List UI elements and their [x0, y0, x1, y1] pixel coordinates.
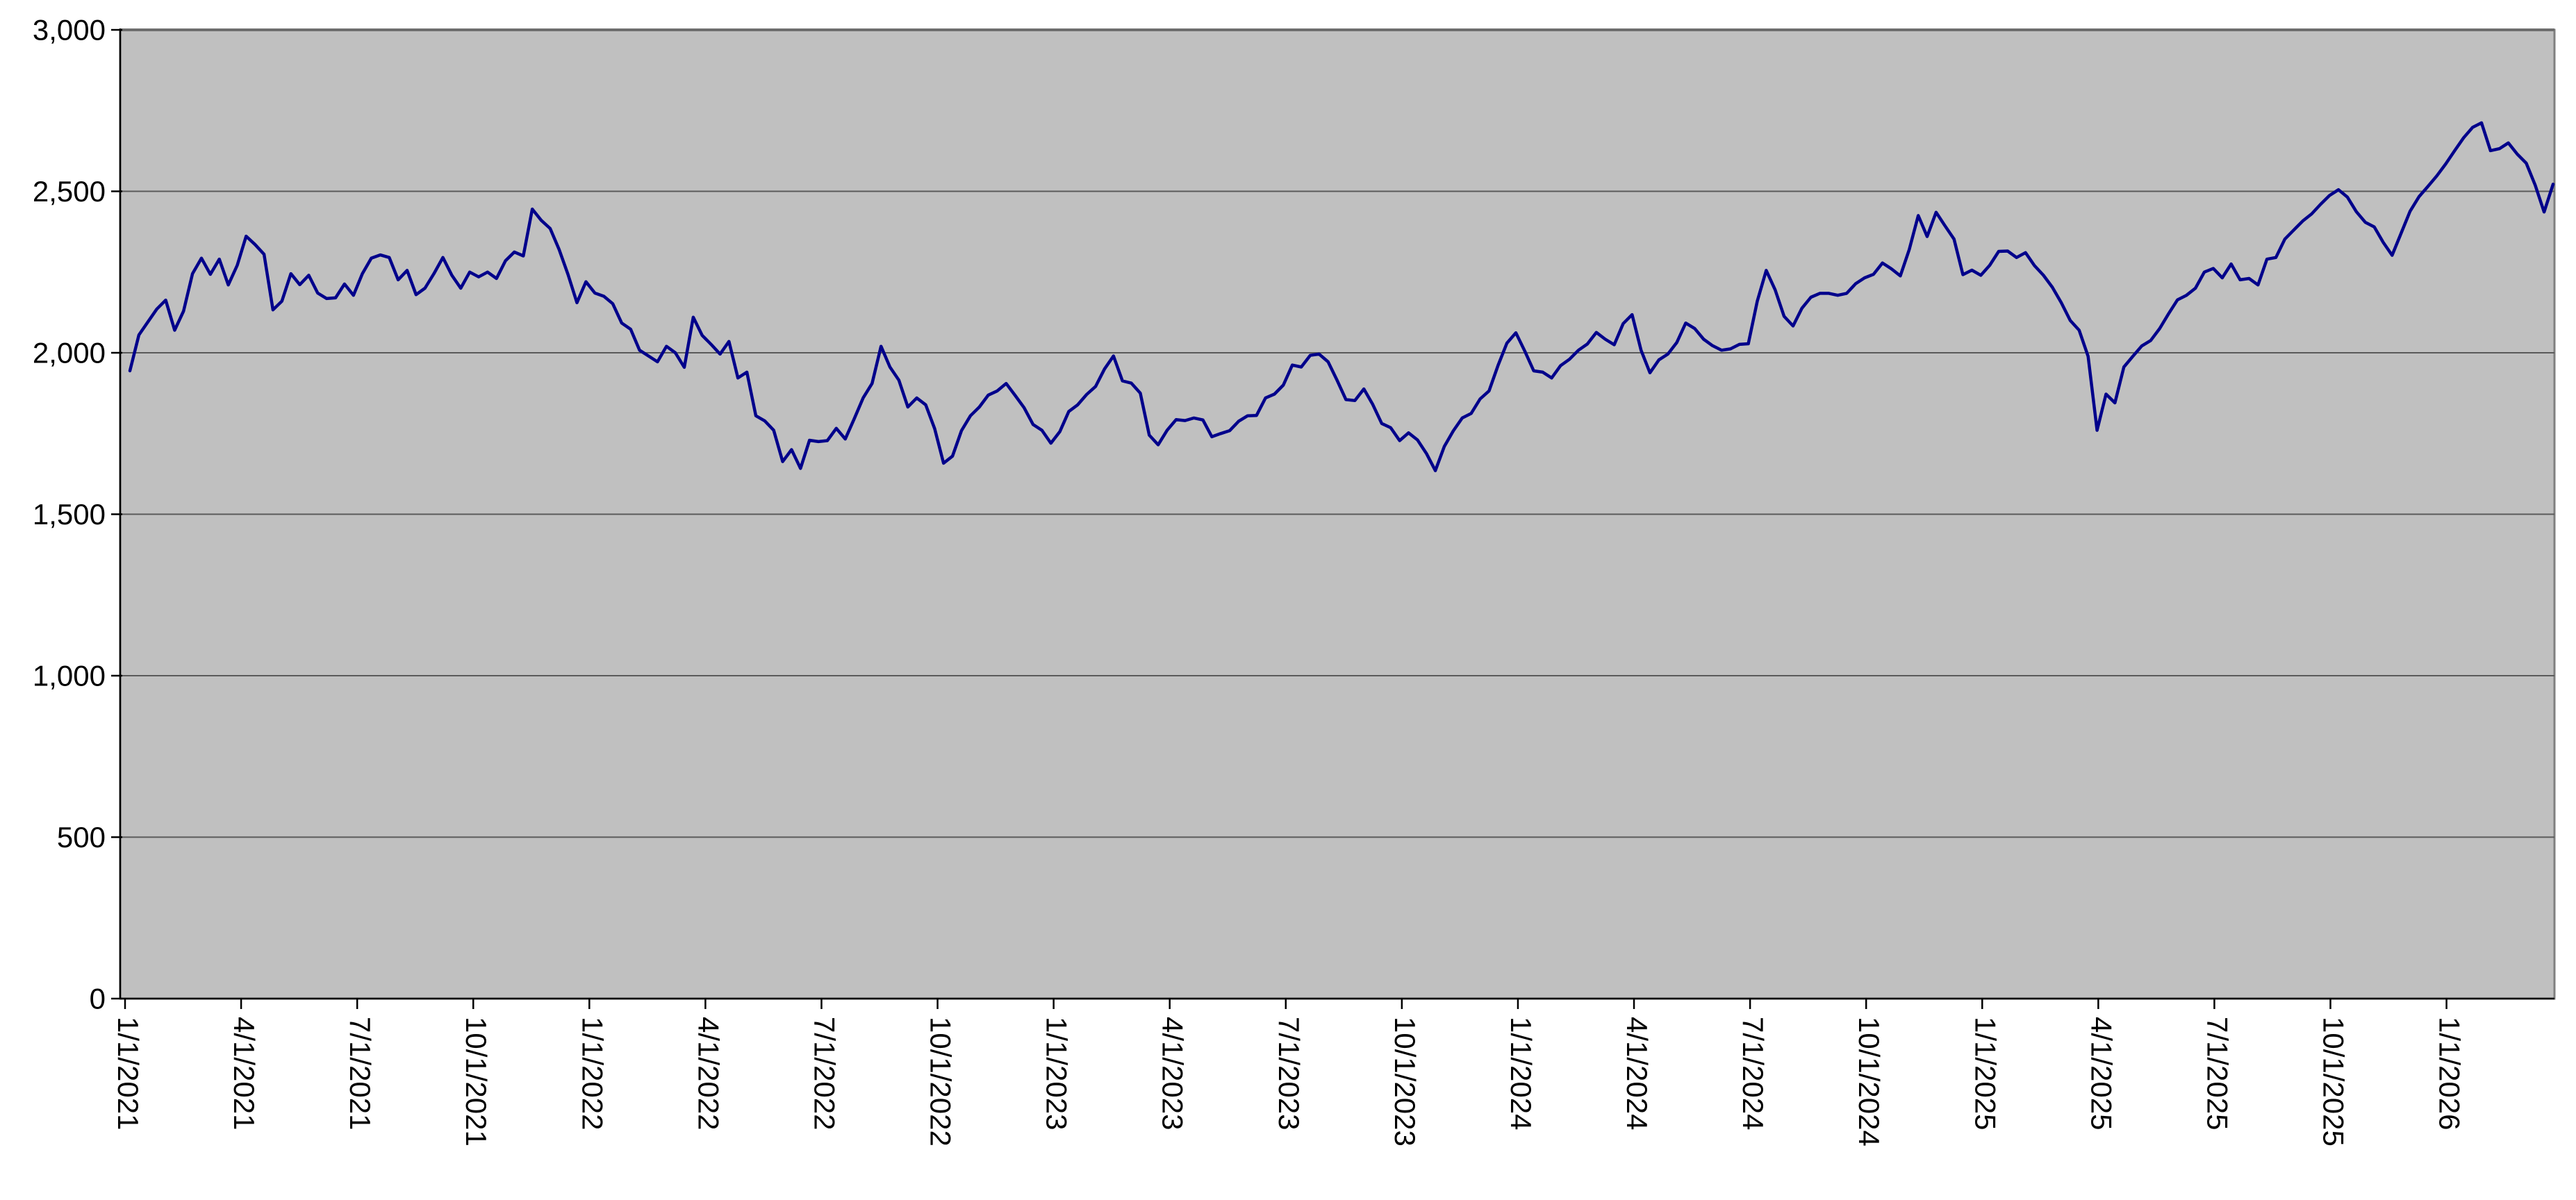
price-line: [128, 121, 2555, 472]
y-axis-label: 1,000: [33, 660, 106, 692]
y-axis-label: 500: [57, 821, 106, 853]
x-axis-label: 1/1/2023: [1041, 1017, 1073, 1131]
x-axis-label: 1/1/2026: [2434, 1017, 2466, 1131]
x-axis-label: 10/1/2022: [925, 1017, 957, 1147]
y-axis-label: 1,500: [33, 498, 106, 531]
x-axis-label: 4/1/2025: [2085, 1017, 2117, 1131]
y-axis-label: 0: [90, 983, 106, 1015]
x-axis-label: 4/1/2023: [1157, 1017, 1189, 1131]
x-axis-label: 1/1/2024: [1505, 1017, 1537, 1131]
y-axis-label: 2,000: [33, 337, 106, 369]
x-axis-label: 7/1/2025: [2201, 1017, 2234, 1131]
x-axis-label: 7/1/2024: [1737, 1017, 1769, 1131]
x-axis-label: 4/1/2021: [228, 1017, 261, 1131]
x-axis-label: 1/1/2022: [576, 1017, 609, 1131]
x-axis-label: 7/1/2022: [808, 1017, 841, 1131]
x-axis-label: 10/1/2023: [1389, 1017, 1421, 1147]
x-axis-label: 4/1/2022: [692, 1017, 725, 1131]
x-axis-label: 1/1/2025: [1969, 1017, 2001, 1131]
y-axis-label: 3,000: [33, 14, 106, 47]
x-axis-label: 1/1/2021: [112, 1017, 145, 1131]
y-axis-label: 2,500: [33, 175, 106, 208]
x-axis-label: 7/1/2021: [344, 1017, 377, 1131]
x-axis-label: 10/1/2021: [460, 1017, 493, 1147]
x-axis-label: 10/1/2025: [2318, 1017, 2350, 1147]
x-axis-label: 10/1/2024: [1853, 1017, 1885, 1147]
x-axis-label: 4/1/2024: [1621, 1017, 1653, 1131]
x-axis-label: 7/1/2023: [1273, 1017, 1305, 1131]
